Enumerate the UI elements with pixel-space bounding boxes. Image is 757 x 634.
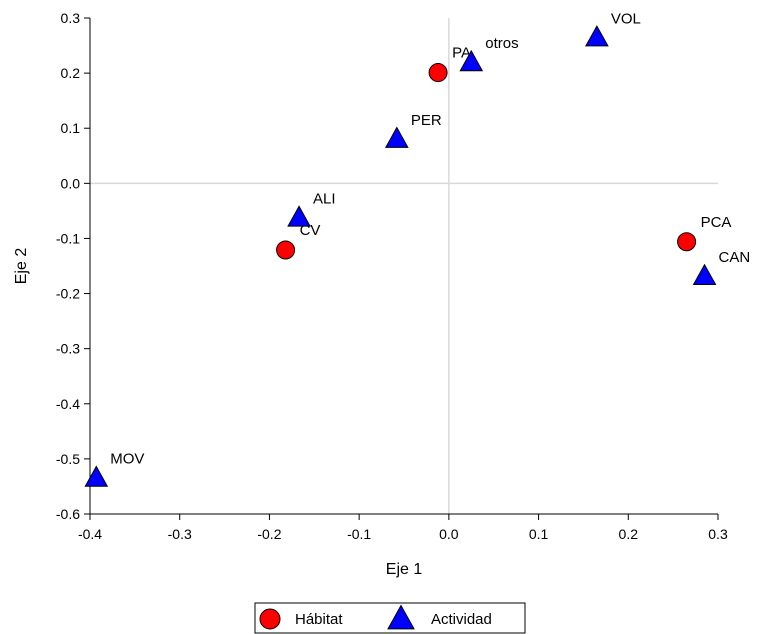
y-tick-label: -0.4 [56, 396, 80, 412]
x-tick-label: -0.1 [347, 526, 371, 542]
legend: Hábitat Actividad [254, 602, 526, 634]
x-tick-label: 0.1 [529, 526, 549, 542]
point-label-can: CAN [719, 249, 751, 266]
y-tick-label: -0.6 [56, 506, 80, 522]
y-tick-label: -0.1 [56, 230, 80, 246]
point-label-mov: MOV [110, 451, 144, 468]
point-marker-cv [276, 240, 296, 260]
x-tick-label: 0.0 [439, 526, 459, 542]
point-marker-vol [585, 25, 609, 47]
point-label-pa: PA [452, 45, 471, 62]
point-label-vol: VOL [611, 10, 641, 27]
ticks: 0.3 0.2 0.1 0.0 -0.1 -0.2 -0.3 -0.4 -0.5 -0.6 -0.4… [56, 10, 728, 542]
point-marker-pca [677, 232, 697, 252]
point-label-ali: ALI [313, 191, 336, 208]
legend-marker-habitat-circle [259, 608, 281, 630]
y-tick-label: 0.2 [61, 65, 81, 81]
axes [89, 18, 718, 515]
point-marker-pa [428, 63, 448, 83]
x-tick-label: -0.3 [168, 526, 192, 542]
point-marker-mov [84, 465, 109, 487]
y-tick-label: -0.2 [56, 286, 80, 302]
x-tick-label: -0.2 [257, 526, 281, 542]
reference-lines [90, 18, 718, 514]
point-label-otros: otros [485, 35, 518, 52]
point-marker-ali [287, 205, 311, 227]
y-tick-label: 0.0 [61, 175, 81, 191]
y-tick-label: 0.1 [61, 120, 81, 136]
x-tick-label: 0.2 [619, 526, 639, 542]
point-marker-can [692, 263, 717, 286]
legend-marker-actividad-triangle [387, 604, 415, 630]
point-label-pca: PCA [701, 214, 732, 231]
point-label-per: PER [411, 112, 442, 129]
legend-label-actividad: Actividad [431, 611, 492, 628]
y-axis-title: Eje 2 [13, 248, 30, 285]
x-tick-label: -0.4 [78, 526, 102, 542]
x-tick-label: 0.3 [708, 526, 728, 542]
y-tick-label: 0.3 [61, 10, 81, 26]
y-tick-label: -0.5 [56, 451, 80, 467]
point-marker-otros [459, 49, 484, 72]
legend-label-habitat: Hábitat [295, 611, 343, 628]
x-axis-title: Eje 1 [386, 561, 423, 578]
point-marker-per [384, 126, 409, 148]
y-tick-label: -0.3 [56, 341, 80, 357]
